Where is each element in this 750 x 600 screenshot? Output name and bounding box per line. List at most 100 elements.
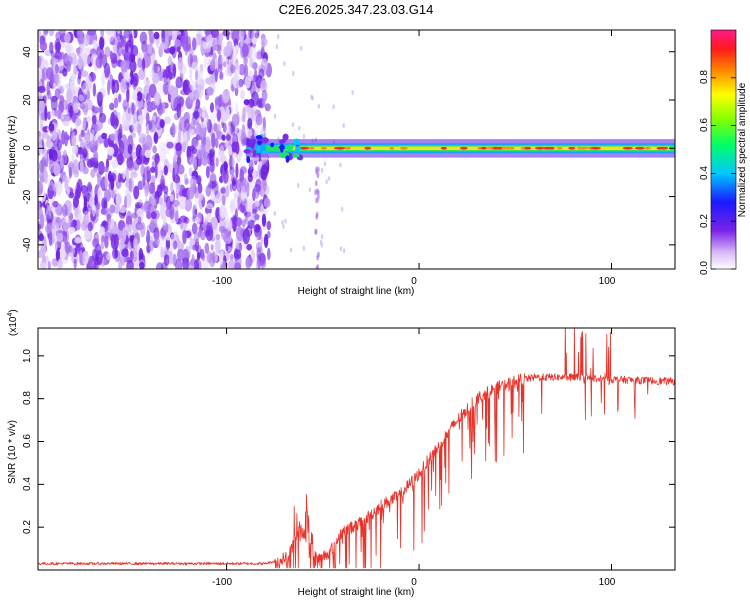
noise-cell <box>231 180 237 192</box>
noise-cell <box>105 158 110 169</box>
noise-cell <box>231 113 240 127</box>
spectrogram-xlabel: Height of straight line (km) <box>298 286 415 297</box>
noise-cell <box>125 181 130 188</box>
noise-cell <box>145 183 150 193</box>
noise-cell <box>196 66 205 76</box>
signal-core <box>634 146 645 150</box>
noise-cell <box>308 187 311 193</box>
signal-blob <box>292 154 300 158</box>
noise-cell <box>70 131 77 147</box>
noise-cell <box>222 89 231 103</box>
noise-cell <box>316 278 319 284</box>
colorbar: 0.0 0.2 0.4 0.6 0.8 Normalized spectral … <box>699 29 748 275</box>
noise-cell <box>266 220 272 231</box>
noise-cell <box>182 140 189 149</box>
noise-cell <box>182 229 187 245</box>
snr-ytick-3: 0.8 <box>22 391 33 405</box>
noise-cell <box>148 119 156 133</box>
noise-cell <box>38 136 42 152</box>
noise-cell <box>44 255 49 264</box>
noise-cell <box>88 256 93 269</box>
noise-cell <box>260 164 268 181</box>
noise-cell <box>172 30 179 35</box>
noise-cell <box>267 230 271 239</box>
noise-cell <box>62 68 68 77</box>
noise-cell <box>242 106 246 123</box>
noise-cell <box>163 185 169 195</box>
noise-cell <box>78 250 84 266</box>
noise-cell <box>316 271 319 277</box>
noise-cell <box>175 258 183 269</box>
signal-blob <box>294 146 302 152</box>
spectrogram-ytick-1: -20 <box>22 189 33 204</box>
noise-cell <box>96 91 104 102</box>
noise-cell <box>72 159 80 175</box>
signal-blob <box>243 149 251 154</box>
noise-cell <box>191 147 198 155</box>
noise-cell <box>66 187 70 196</box>
noise-cell <box>75 118 82 126</box>
noise-cell <box>97 172 101 189</box>
noise-cell <box>52 82 57 92</box>
noise-cell <box>38 233 44 242</box>
noise-cell <box>66 201 72 217</box>
spectrogram-ytick-0: -40 <box>22 237 33 252</box>
noise-cell <box>44 202 51 218</box>
noise-cell <box>92 157 99 173</box>
colorbar-gradient <box>711 30 736 269</box>
snr-yscale-close: ) <box>8 309 19 312</box>
noise-cell <box>325 179 328 185</box>
noise-cell <box>194 216 201 223</box>
noise-cell <box>49 71 54 87</box>
noise-cell <box>223 161 228 172</box>
noise-cell <box>275 44 279 50</box>
noise-cell <box>150 175 156 183</box>
noise-cell <box>159 119 165 128</box>
spectrogram-xtick-2: 100 <box>599 276 616 287</box>
noise-cell <box>193 259 200 269</box>
noise-cell <box>175 210 179 224</box>
noise-cell <box>248 159 254 171</box>
noise-cell <box>73 258 77 269</box>
noise-cell <box>351 90 354 96</box>
noise-cell <box>153 92 161 106</box>
noise-cell <box>92 262 99 269</box>
noise-cell <box>131 102 135 116</box>
spectrogram-ytick-2: 0 <box>22 145 33 151</box>
signal-blob <box>261 150 270 154</box>
noise-cell <box>137 114 145 122</box>
noise-cell <box>264 103 271 112</box>
noise-cell <box>231 141 238 153</box>
noise-cell <box>179 217 184 230</box>
noise-cell <box>314 189 317 196</box>
noise-cell <box>300 45 303 51</box>
noise-cell <box>55 31 62 41</box>
noise-cell <box>62 174 68 183</box>
noise-cell <box>38 55 42 68</box>
noise-cell <box>38 85 46 93</box>
noise-cell <box>217 109 222 121</box>
noise-cell <box>176 103 182 119</box>
spectrogram-ticks <box>38 30 675 269</box>
noise-cell <box>315 166 318 173</box>
noise-cell <box>317 103 320 109</box>
noise-cell <box>123 74 132 83</box>
noise-cell <box>109 50 113 60</box>
noise-cell <box>98 161 105 175</box>
noise-cell <box>241 30 246 38</box>
noise-cell <box>241 123 246 138</box>
noise-cell <box>83 133 91 145</box>
noise-cell <box>246 182 250 198</box>
noise-cell <box>233 192 239 199</box>
noise-cell <box>138 248 144 261</box>
noise-cell <box>263 184 270 196</box>
noise-cell <box>149 31 155 45</box>
noise-cell <box>255 113 263 126</box>
noise-cell <box>71 110 77 124</box>
noise-cell <box>246 243 253 251</box>
noise-cell <box>253 224 261 233</box>
noise-cell <box>104 235 109 248</box>
noise-cell <box>39 40 48 52</box>
noise-cell <box>74 188 80 202</box>
noise-cell <box>191 61 198 71</box>
